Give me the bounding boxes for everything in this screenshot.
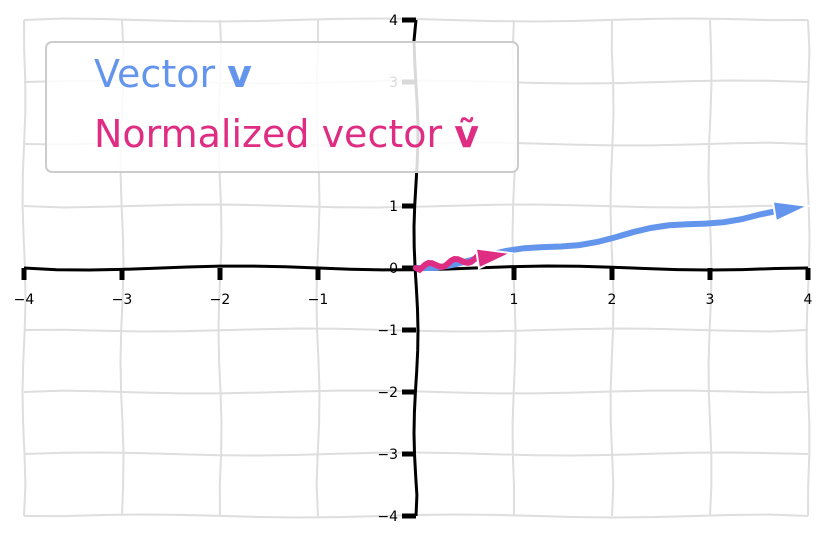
legend-box bbox=[45, 41, 519, 173]
legend: Vector v Normalized vector ṽ bbox=[45, 41, 519, 173]
y-tick-label: 0 bbox=[389, 261, 398, 277]
vector-v-arrowhead bbox=[771, 200, 812, 223]
x-ticks: −4 −3 −2 −1 1 2 3 4 bbox=[14, 268, 813, 308]
x-tick-label: −3 bbox=[112, 292, 133, 308]
legend-label: Normalized vector bbox=[94, 112, 454, 156]
x-tick-label: −2 bbox=[210, 292, 231, 308]
y-ticks: 4310−1−2−3−4 bbox=[377, 13, 416, 525]
x-tick-label: 3 bbox=[706, 292, 715, 308]
y-tick-label: −4 bbox=[377, 509, 398, 525]
y-tick-label: −1 bbox=[377, 323, 398, 339]
x-tick-label: −1 bbox=[308, 292, 329, 308]
x-tick-label: 4 bbox=[804, 292, 813, 308]
normalized-vector-arrowhead bbox=[474, 247, 515, 270]
x-tick-label: −4 bbox=[14, 292, 35, 308]
y-tick-label: 1 bbox=[389, 199, 398, 215]
series-layer bbox=[413, 200, 812, 274]
x-tick-label: 1 bbox=[510, 292, 519, 308]
y-tick-label: 4 bbox=[389, 13, 398, 29]
legend-symbol: v bbox=[227, 52, 252, 96]
y-tick-label: −2 bbox=[377, 385, 398, 401]
normalized-vector-line bbox=[413, 252, 484, 274]
legend-entry-vector: Vector v bbox=[94, 52, 252, 96]
x-tick-label: 2 bbox=[608, 292, 617, 308]
legend-entry-normalized: Normalized vector ṽ bbox=[94, 112, 479, 156]
legend-symbol: ṽ bbox=[454, 112, 479, 156]
legend-label: Vector bbox=[94, 52, 227, 96]
y-tick-label: −3 bbox=[377, 447, 398, 463]
